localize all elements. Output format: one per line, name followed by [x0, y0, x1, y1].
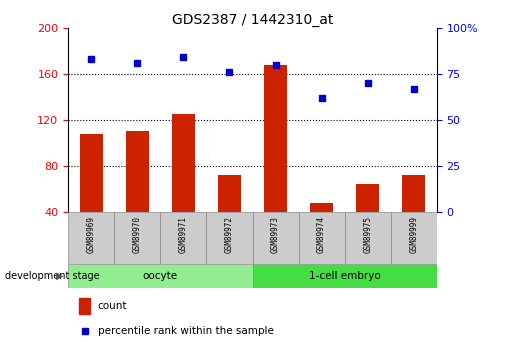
Text: percentile rank within the sample: percentile rank within the sample	[97, 326, 274, 336]
Bar	[114, 212, 161, 264]
Bar	[356, 185, 379, 212]
Text: GSM89975: GSM89975	[363, 216, 372, 253]
Bar	[252, 264, 437, 288]
Bar	[402, 175, 425, 212]
Bar	[345, 212, 391, 264]
Bar	[252, 212, 298, 264]
Bar	[68, 264, 252, 288]
Bar	[310, 203, 333, 212]
Bar	[126, 131, 149, 212]
Title: GDS2387 / 1442310_at: GDS2387 / 1442310_at	[172, 12, 333, 27]
Text: GSM89971: GSM89971	[179, 216, 188, 253]
Text: GSM89970: GSM89970	[133, 216, 142, 253]
Bar	[161, 212, 207, 264]
Bar	[80, 134, 103, 212]
Text: GSM89999: GSM89999	[409, 216, 418, 253]
Text: 1-cell embryo: 1-cell embryo	[309, 271, 381, 281]
Bar	[79, 298, 90, 314]
Text: development stage: development stage	[5, 271, 99, 281]
Bar	[264, 65, 287, 212]
Text: oocyte: oocyte	[143, 271, 178, 281]
Bar	[391, 212, 437, 264]
Text: count: count	[97, 301, 127, 311]
Text: GSM89974: GSM89974	[317, 216, 326, 253]
Text: ▶: ▶	[56, 271, 63, 281]
Bar	[68, 212, 114, 264]
Bar	[207, 212, 252, 264]
Bar	[218, 175, 241, 212]
Text: GSM89972: GSM89972	[225, 216, 234, 253]
Text: GSM89973: GSM89973	[271, 216, 280, 253]
Bar	[298, 212, 345, 264]
Text: GSM89969: GSM89969	[87, 216, 96, 253]
Bar	[172, 114, 195, 212]
